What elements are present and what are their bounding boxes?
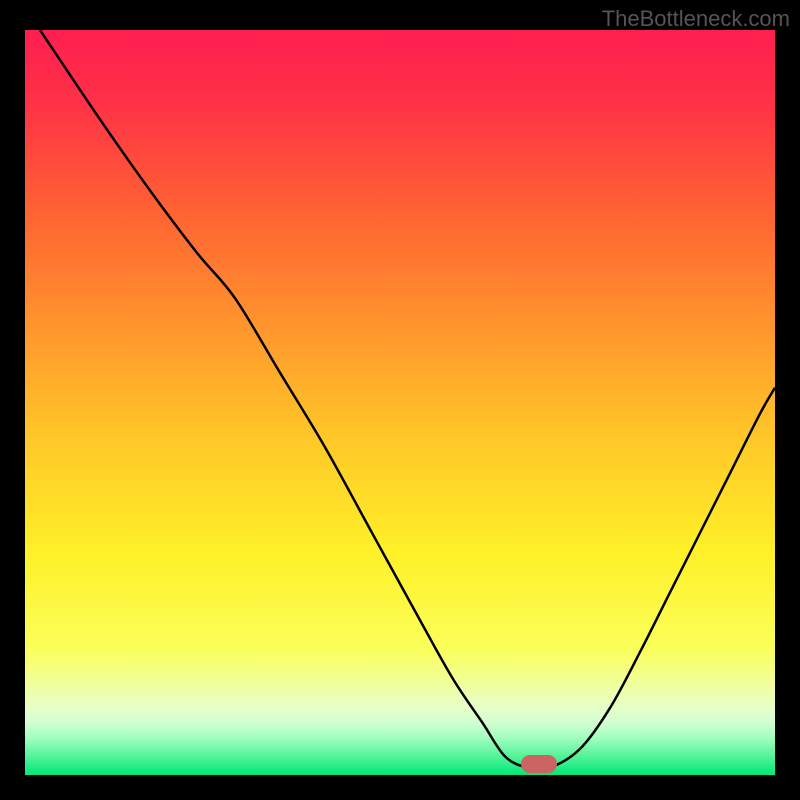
watermark-text: TheBottleneck.com xyxy=(602,6,790,32)
optimal-point-marker xyxy=(521,755,557,773)
bottleneck-curve xyxy=(25,30,775,775)
chart-container: TheBottleneck.com xyxy=(0,0,800,800)
plot-area xyxy=(25,30,775,775)
